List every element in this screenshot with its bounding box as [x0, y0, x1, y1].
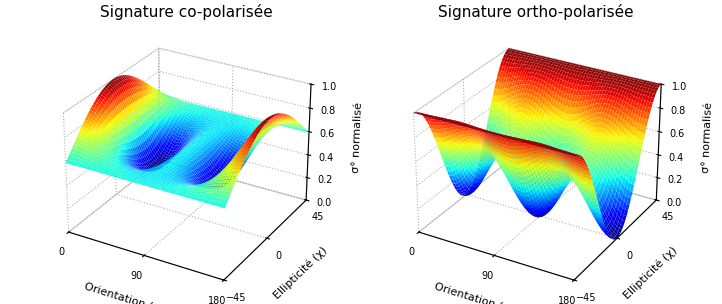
- Title: Signature co-polarisée: Signature co-polarisée: [100, 4, 272, 20]
- Y-axis label: Ellipticité (χ): Ellipticité (χ): [271, 244, 329, 301]
- Y-axis label: Ellipticité (χ): Ellipticité (χ): [622, 244, 679, 301]
- X-axis label: Orientation (ψ): Orientation (ψ): [83, 281, 165, 304]
- Title: Signature ortho-polarisée: Signature ortho-polarisée: [438, 4, 634, 20]
- X-axis label: Orientation (ψ): Orientation (ψ): [433, 281, 516, 304]
